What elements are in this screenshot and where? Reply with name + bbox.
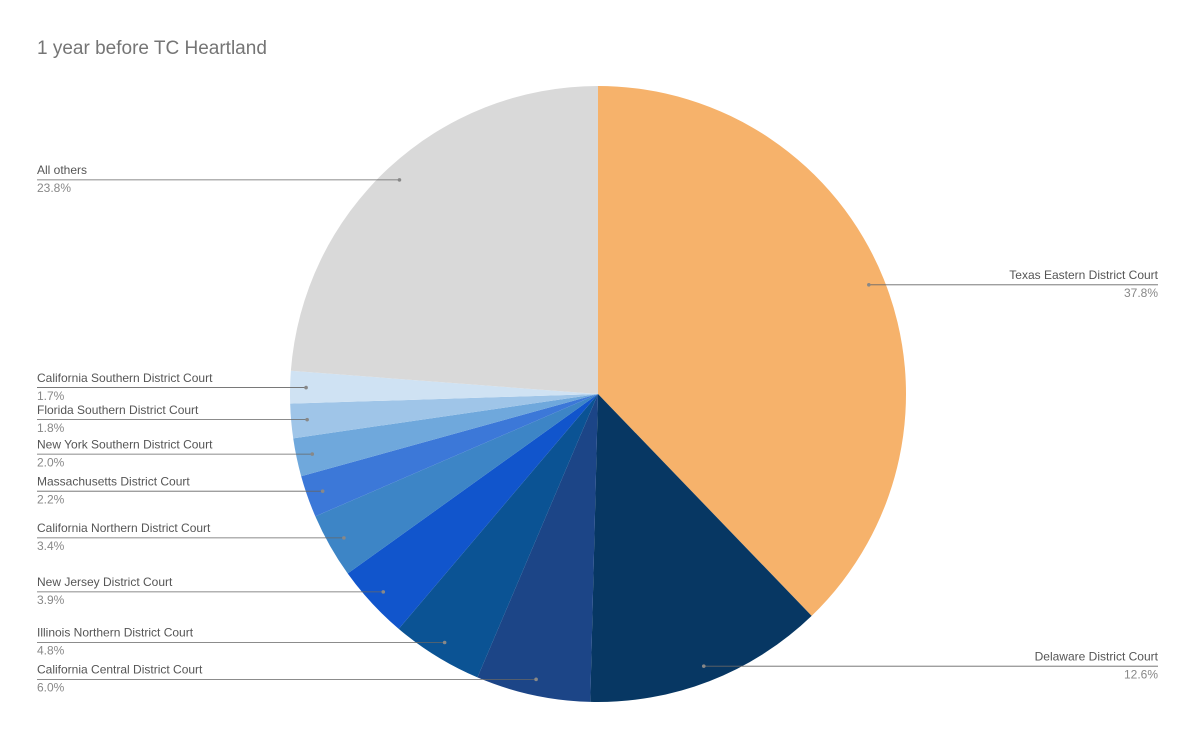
slice-value-label: 1.8% bbox=[37, 421, 65, 435]
slice-label: All others bbox=[37, 163, 87, 177]
slices bbox=[290, 86, 906, 702]
slice-value-label: 6.0% bbox=[37, 681, 65, 695]
slice-value-label: 1.7% bbox=[37, 389, 65, 403]
leader-dot bbox=[397, 178, 402, 182]
slice-value-label: 37.8% bbox=[1124, 286, 1158, 300]
slice-value-label: 4.8% bbox=[37, 644, 65, 658]
leader-dot bbox=[701, 664, 706, 668]
pie-slice bbox=[590, 394, 812, 702]
slice-value-label: 2.0% bbox=[37, 455, 65, 469]
leader-dot bbox=[320, 489, 325, 493]
slice-label: Illinois Northern District Court bbox=[37, 626, 194, 640]
slice-value-label: 3.4% bbox=[37, 539, 65, 553]
pie-slice bbox=[477, 394, 598, 702]
leader-dot bbox=[304, 385, 308, 390]
pie-slice bbox=[598, 86, 906, 616]
leader-dot bbox=[867, 283, 871, 287]
leader-dot bbox=[305, 417, 309, 422]
slice-value-label: 12.6% bbox=[1124, 667, 1158, 681]
pie-slice bbox=[347, 394, 598, 629]
slice-value-label: 23.8% bbox=[37, 181, 71, 195]
leader-dot bbox=[381, 590, 386, 594]
slice-label: California Northern District Court bbox=[37, 521, 211, 535]
slice-label: New York Southern District Court bbox=[37, 437, 213, 451]
slice-label: California Southern District Court bbox=[37, 371, 213, 385]
pie-slice bbox=[290, 86, 598, 394]
slice-label: Texas Eastern District Court bbox=[1009, 268, 1158, 282]
slice-value-label: 2.2% bbox=[37, 492, 65, 506]
leader-dot bbox=[442, 640, 447, 645]
chart-title: 1 year before TC Heartland bbox=[37, 38, 267, 59]
slice-label: California Central District Court bbox=[37, 663, 203, 677]
pie-slice bbox=[293, 394, 598, 477]
pie-slice bbox=[290, 370, 598, 404]
slice-label: Florida Southern District Court bbox=[37, 403, 199, 417]
leader-dot bbox=[342, 536, 346, 540]
pie-slice bbox=[398, 394, 598, 678]
leader-dot bbox=[534, 677, 538, 682]
slice-label: Delaware District Court bbox=[1035, 649, 1159, 663]
slice-value-label: 3.9% bbox=[37, 593, 65, 607]
pie-slice bbox=[315, 394, 598, 574]
slice-label: New Jersey District Court bbox=[37, 575, 173, 589]
pie-slice bbox=[290, 394, 598, 439]
pie-slice bbox=[301, 394, 598, 517]
slice-label: Massachusetts District Court bbox=[37, 474, 190, 488]
leader-dot bbox=[310, 452, 315, 456]
